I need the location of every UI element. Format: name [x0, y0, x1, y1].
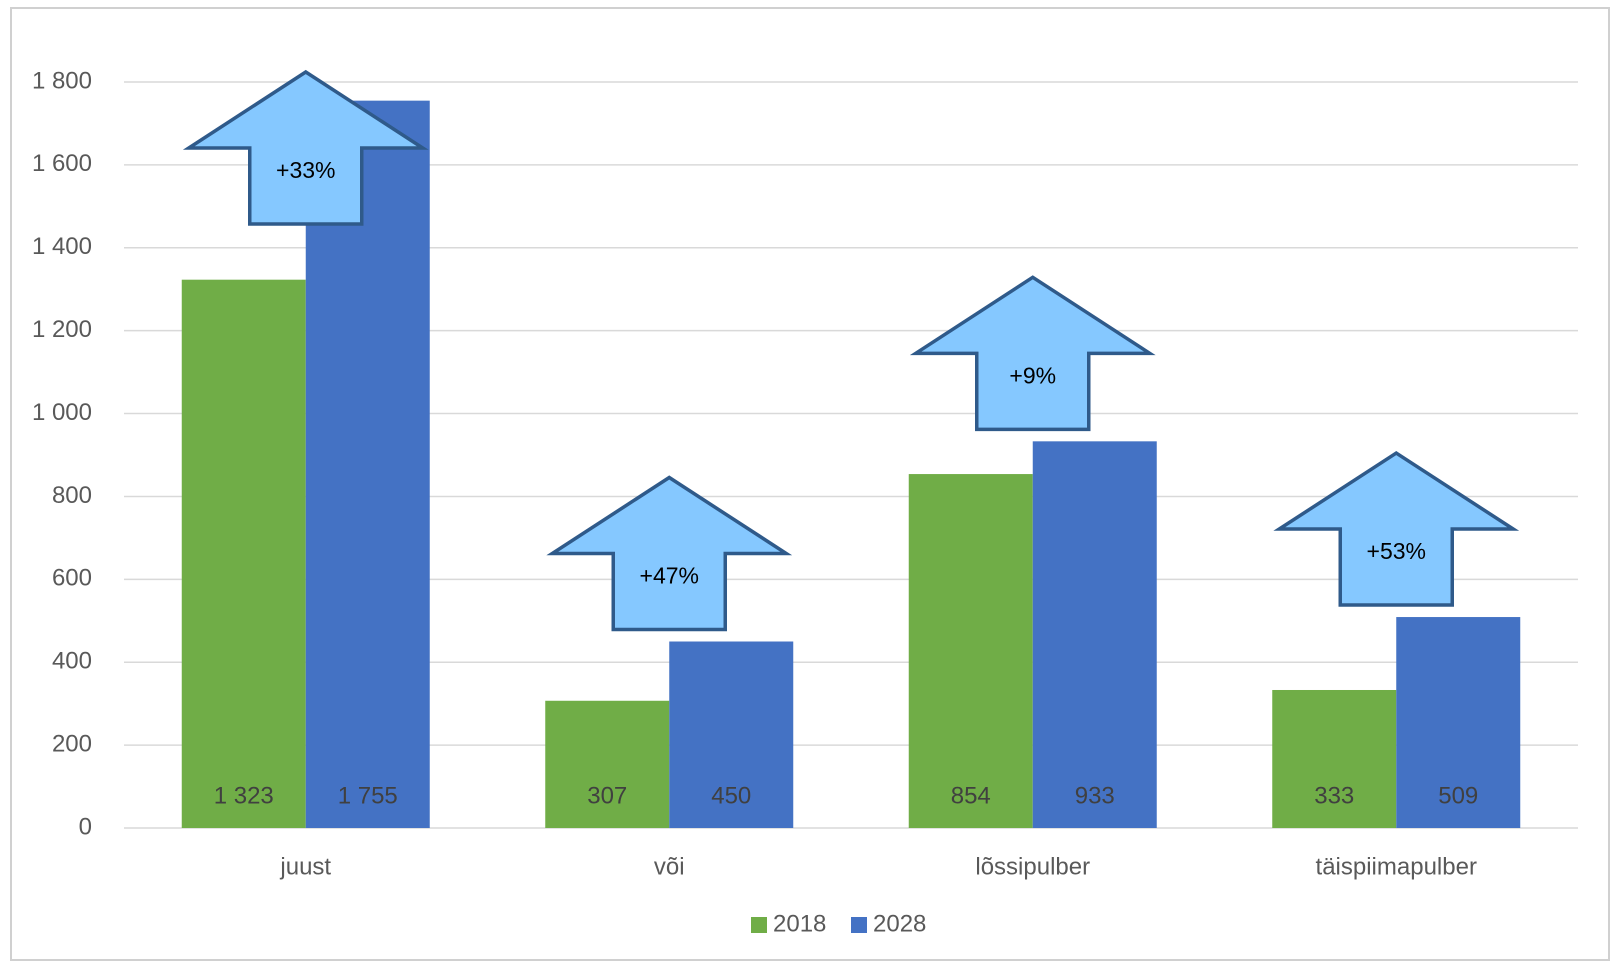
- y-tick-label: 200: [52, 730, 92, 757]
- legend-label: 2028: [873, 910, 926, 937]
- y-tick-label: 1 000: [32, 399, 92, 426]
- value-label: 854: [951, 782, 991, 809]
- growth-label: +33%: [276, 157, 335, 183]
- bar: [1272, 689, 1397, 828]
- legend-label: 2018: [773, 910, 826, 937]
- legend-swatch: [851, 917, 867, 933]
- y-tick-label: 600: [52, 565, 92, 592]
- growth-arrow: [182, 69, 429, 226]
- growth-arrow: [546, 475, 793, 632]
- y-tick-label: 0: [79, 813, 92, 840]
- growth-arrow: [1273, 450, 1520, 607]
- x-tick-label: täispiimapulber: [1316, 853, 1477, 880]
- bar: [1032, 441, 1157, 828]
- x-tick-label: lõssipulber: [975, 853, 1090, 880]
- y-tick-label: 1 800: [32, 67, 92, 94]
- value-label: 1 755: [338, 782, 398, 809]
- value-label: 450: [711, 782, 751, 809]
- y-tick-label: 800: [52, 482, 92, 509]
- y-tick-label: 1 200: [32, 316, 92, 343]
- bar: [908, 474, 1033, 828]
- y-tick-label: 1 600: [32, 150, 92, 177]
- value-label: 933: [1075, 782, 1115, 809]
- value-label: 1 323: [214, 782, 274, 809]
- x-tick-label: juust: [279, 853, 331, 880]
- bar: [545, 700, 670, 828]
- y-tick-label: 1 400: [32, 233, 92, 260]
- value-label: 509: [1438, 782, 1478, 809]
- bar: [181, 279, 306, 828]
- growth-label: +53%: [1367, 538, 1426, 564]
- legend-swatch: [751, 917, 767, 933]
- growth-label: +9%: [1009, 362, 1056, 388]
- bar: [669, 641, 794, 828]
- growth-label: +47%: [640, 563, 699, 589]
- x-tick-label: või: [654, 853, 685, 880]
- bar: [1396, 617, 1521, 828]
- value-label: 307: [587, 782, 627, 809]
- value-label: 333: [1314, 782, 1354, 809]
- y-tick-label: 400: [52, 648, 92, 675]
- growth-arrow: [909, 275, 1156, 432]
